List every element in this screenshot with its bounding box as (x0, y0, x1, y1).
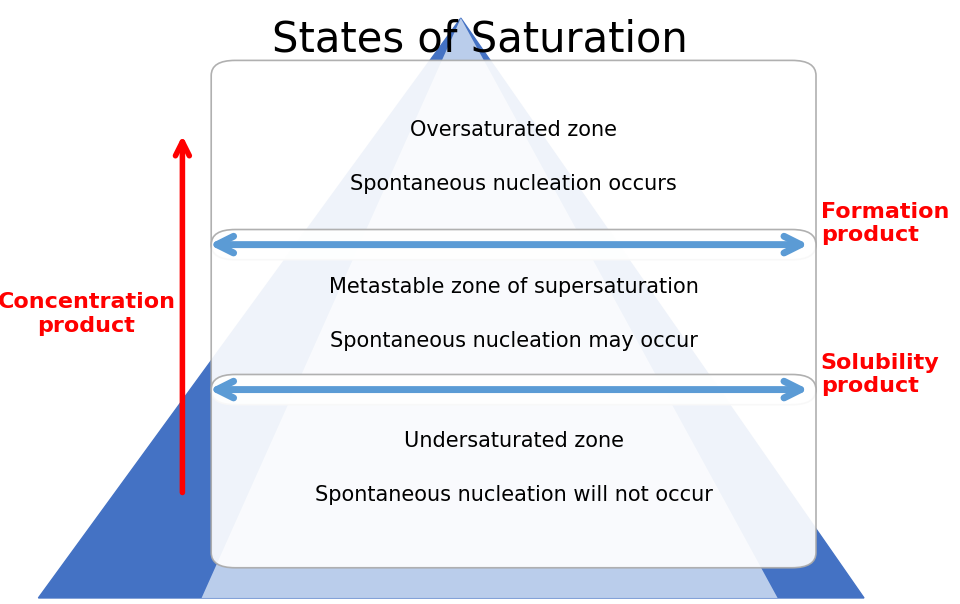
Text: Concentration
product: Concentration product (0, 292, 176, 336)
FancyBboxPatch shape (211, 374, 816, 568)
Text: Spontaneous nucleation will not occur: Spontaneous nucleation will not occur (315, 485, 712, 506)
Text: Spontaneous nucleation occurs: Spontaneous nucleation occurs (350, 174, 677, 194)
Polygon shape (202, 18, 778, 598)
Text: Solubility
product: Solubility product (821, 353, 940, 396)
Text: Metastable zone of supersaturation: Metastable zone of supersaturation (328, 277, 699, 297)
Text: Spontaneous nucleation may occur: Spontaneous nucleation may occur (329, 331, 698, 352)
Text: Oversaturated zone: Oversaturated zone (410, 120, 617, 140)
FancyBboxPatch shape (211, 230, 816, 405)
FancyBboxPatch shape (211, 60, 816, 260)
Text: Undersaturated zone: Undersaturated zone (403, 431, 624, 451)
Polygon shape (38, 18, 864, 598)
Text: States of Saturation: States of Saturation (272, 18, 688, 60)
Text: Formation
product: Formation product (821, 202, 949, 245)
